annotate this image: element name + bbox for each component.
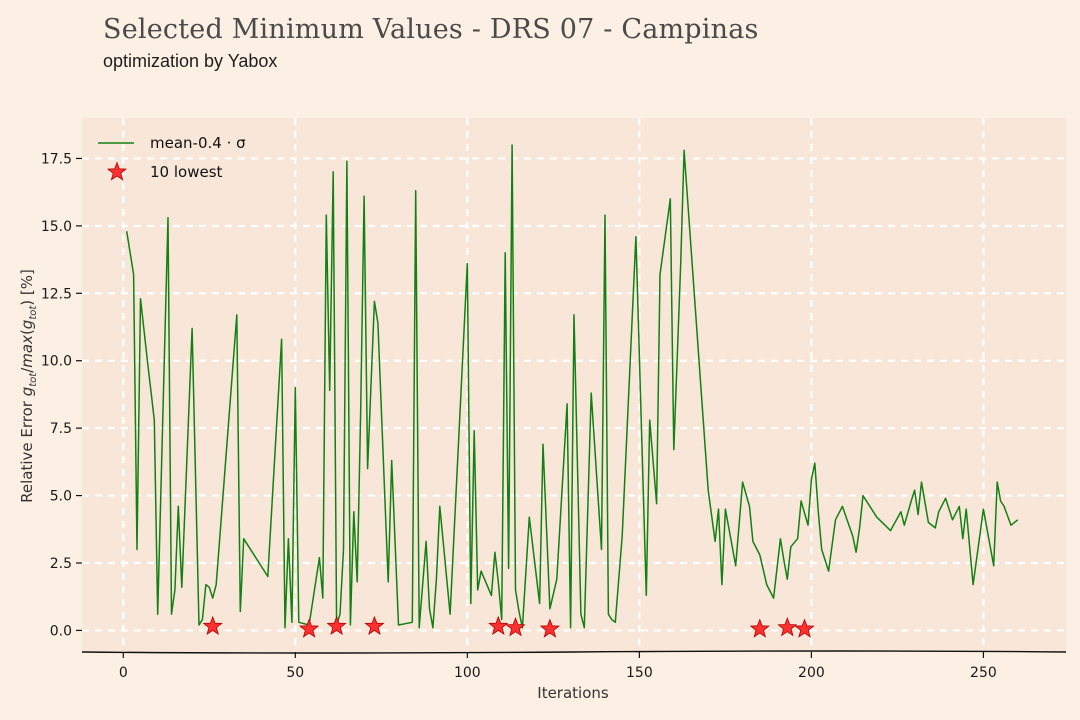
y-tick-label: 5.0 [50,489,72,505]
lowest-point-marker [749,618,770,638]
legend-label-mean: mean-0.4 · σ [150,134,246,152]
lowest-point-marker [326,615,347,636]
lowest-point-marker [794,618,815,638]
x-tick-label: 250 [970,665,997,681]
lowest-point-marker [364,615,385,636]
x-tick-label: 50 [286,665,304,681]
grid [82,118,1066,652]
y-tick-label: 15.0 [41,219,72,235]
x-tick-label: 150 [626,665,653,681]
legend-label-lowest: 10 lowest [150,163,223,181]
y-tick-label: 12.5 [41,286,72,302]
y-axis-label: Relative Error gtot/max(gtot) [%] [18,269,39,503]
y-tick-label: 2.5 [50,556,72,572]
lowest-point-marker [505,617,526,637]
y-tick-label: 0.0 [50,623,72,639]
x-tick-label: 0 [119,665,128,681]
plot-background [82,118,1066,652]
x-axis-line [81,650,1067,654]
legend-star-swatch [106,161,128,181]
series-layer [125,144,1019,638]
chart-subtitle: optimization by Yabox [103,51,278,71]
plot-area [82,118,1066,652]
series-line [125,144,1019,629]
x-tick-label: 200 [798,665,825,681]
y-tick-label: 17.5 [41,151,72,167]
lowest-point-marker [202,615,223,636]
lowest-point-marker [539,618,561,638]
x-axis-label: Iterations [537,684,609,702]
y-tick-label: 10.0 [41,354,72,370]
legend: mean-0.4 · σ 10 lowest [98,134,246,181]
lowest-point-marker [777,617,798,637]
y-tick-label: 7.5 [50,421,72,437]
x-tick-label: 100 [454,665,481,681]
chart-title: Selected Minimum Values - DRS 07 - Campi… [103,14,759,45]
lowest-point-marker [488,615,509,636]
axes: 0 50 100 150 200 250 0.0 2.5 5.0 7.5 10.0 12.5 15.0 1… [41,151,1067,681]
lowest-point-marker [298,618,320,638]
